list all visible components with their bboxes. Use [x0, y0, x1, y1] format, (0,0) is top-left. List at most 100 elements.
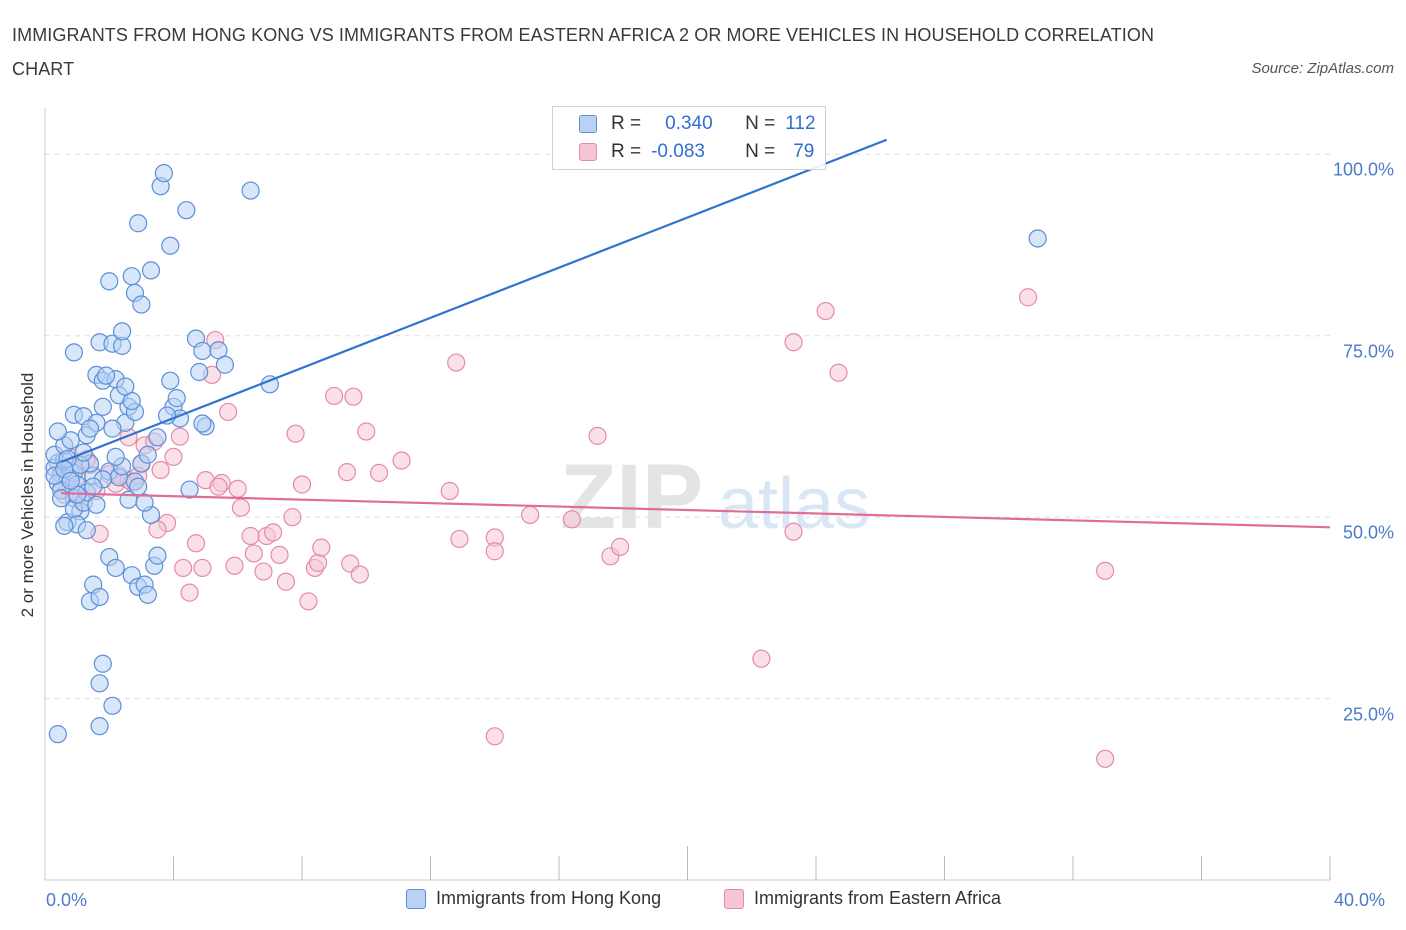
hk-point-55	[106, 558, 125, 578]
legend-swatch-hk	[579, 115, 597, 133]
ea-point-75	[228, 479, 247, 498]
hk-point-110	[61, 471, 80, 490]
legend-row-hk: R = 0.340 N = 112	[579, 110, 816, 138]
legend-n-value-hk: 112	[785, 113, 816, 134]
hk-point-73	[122, 267, 141, 286]
hk-point-38	[112, 322, 132, 341]
ea-point-54	[392, 451, 411, 470]
legend-r-value-hk: 0.340	[665, 113, 713, 134]
hk-point-78	[154, 164, 173, 183]
hk-point-80	[241, 181, 260, 200]
hk-point-75	[161, 236, 180, 255]
hk-point-59	[138, 585, 157, 604]
ea-point-68	[784, 522, 803, 541]
hk-point-90	[167, 389, 186, 408]
ea-point-19	[164, 447, 183, 467]
ea-point-22	[180, 583, 199, 602]
hk-point-85	[190, 362, 209, 382]
ea-point-31	[225, 556, 244, 575]
hk-point-108	[129, 477, 148, 496]
hk-point-69	[48, 725, 67, 744]
hk-point-111	[87, 495, 106, 514]
hk-point-66	[90, 674, 109, 693]
source-label: Source: ZipAtlas.com	[1251, 60, 1394, 77]
hk-point-102	[77, 521, 96, 540]
hk-point-72	[132, 295, 151, 314]
y-tick-100: 100.0%	[1332, 159, 1394, 180]
ea-point-17	[151, 460, 170, 480]
hk-point-51	[138, 445, 157, 464]
ea-point-57	[450, 529, 469, 549]
ea-point-39	[276, 572, 296, 591]
watermark-zip: ZIP	[560, 446, 703, 548]
ea-point-47	[325, 386, 344, 406]
ea-point-53	[370, 463, 389, 482]
ea-point-24	[193, 558, 212, 578]
ea-point-38	[270, 545, 289, 564]
hk-point-74	[141, 261, 161, 280]
bottom-legend-hk[interactable]: Immigrants from Hong Kong	[406, 888, 661, 909]
ea-point-46	[312, 538, 331, 557]
bottom-legend-swatch-hk	[406, 888, 426, 909]
hk-point-20	[55, 516, 74, 535]
hk-point-45	[116, 377, 135, 396]
axes	[44, 108, 1331, 881]
hk-point-82	[193, 341, 212, 361]
ea-point-33	[241, 526, 260, 546]
legend-n-label-ea: N =	[745, 141, 776, 162]
hk-point-52	[148, 428, 167, 447]
ea-point-45	[308, 553, 328, 572]
legend-n-value-ea: 79	[793, 141, 815, 162]
ea-point-49	[344, 387, 363, 406]
gridlines	[45, 153, 1330, 700]
ea-point-63	[588, 426, 607, 445]
hk-point-61	[148, 546, 167, 565]
hk-point-13	[48, 422, 67, 441]
ea-point-34	[244, 544, 263, 563]
hk-point-92	[193, 414, 212, 433]
hk-point-79	[177, 201, 196, 220]
hk-point-107	[84, 477, 103, 496]
hk-point-109	[135, 493, 154, 512]
legend-swatch-ea	[579, 143, 597, 161]
bottom-legend-swatch-ea	[724, 888, 744, 909]
ea-point-37	[263, 523, 283, 542]
hk-point-68	[90, 717, 109, 736]
ea-point-69	[816, 301, 835, 321]
hk-point-12	[61, 431, 80, 450]
hk-point-34	[96, 366, 116, 385]
ea-point-62	[562, 510, 581, 529]
ea-point-71	[1018, 288, 1038, 307]
ea-point-48	[337, 463, 357, 482]
ea-point-20	[170, 427, 190, 446]
ea-point-51	[350, 565, 369, 584]
ea-point-65	[610, 537, 630, 556]
ea-point-56	[440, 481, 459, 501]
x-tick-min: 0.0%	[46, 890, 88, 910]
x-tick-max: 40.0%	[1334, 890, 1386, 910]
ea-point-29	[209, 477, 228, 496]
hk-point-44	[103, 419, 122, 438]
hk-point-65	[93, 654, 112, 673]
ea-point-60	[485, 727, 504, 746]
ea-point-52	[357, 422, 376, 441]
hk-point-30	[64, 343, 84, 362]
ea-point-40	[283, 508, 302, 527]
hk-point-95	[1028, 229, 1047, 248]
y-tick-25: 25.0%	[1342, 704, 1394, 725]
ea-point-41	[286, 424, 305, 443]
legend-n-label-hk: N =	[745, 113, 776, 134]
ea-point-59	[485, 542, 504, 561]
stats-legend: R = 0.340 N = 112 R = -0.083 N = 79	[552, 106, 826, 170]
ea-point-55	[447, 353, 466, 372]
hk-point-93	[180, 480, 199, 499]
y-tick-75: 75.0%	[1342, 341, 1394, 362]
ea-point-23	[186, 534, 206, 553]
hong-kong-points	[45, 164, 1047, 744]
bottom-legend-ea[interactable]: Immigrants from Eastern Africa	[724, 888, 1001, 909]
ea-point-35	[254, 562, 273, 581]
legend-r-label-hk: R =	[611, 113, 642, 134]
ea-point-43	[299, 592, 318, 611]
ea-point-72	[1096, 561, 1115, 580]
